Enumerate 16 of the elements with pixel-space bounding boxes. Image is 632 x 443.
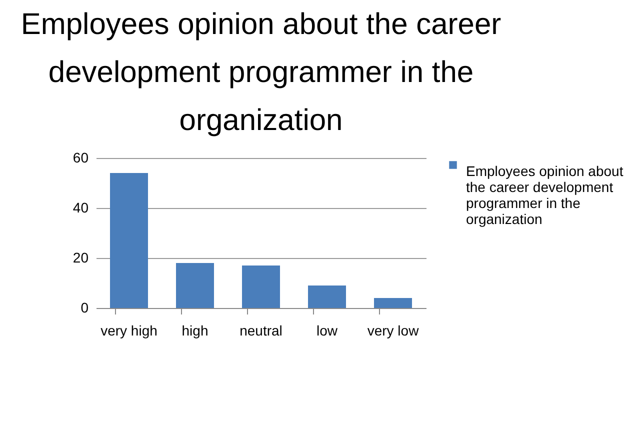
bar bbox=[110, 173, 148, 308]
x-tick-label: high bbox=[182, 322, 208, 338]
x-tick-label: very high bbox=[100, 322, 158, 338]
y-tick-label: 60 bbox=[72, 150, 89, 166]
chart-title: Employees opinion about the career development programmer in the organization bbox=[20, 8, 502, 137]
x-tick-label: neutral bbox=[240, 322, 282, 338]
y-tick-label: 20 bbox=[72, 250, 89, 266]
x-tick-label: low bbox=[316, 322, 338, 338]
bar bbox=[176, 263, 214, 308]
bar bbox=[242, 266, 280, 308]
bar bbox=[374, 298, 412, 308]
y-tick-label: 40 bbox=[72, 200, 89, 216]
y-tick-label: 0 bbox=[80, 300, 89, 316]
x-tick-label: very low bbox=[367, 322, 420, 338]
legend-label: Employees opinion about the career development programmer in the organization bbox=[466, 163, 624, 227]
bar bbox=[308, 286, 346, 308]
